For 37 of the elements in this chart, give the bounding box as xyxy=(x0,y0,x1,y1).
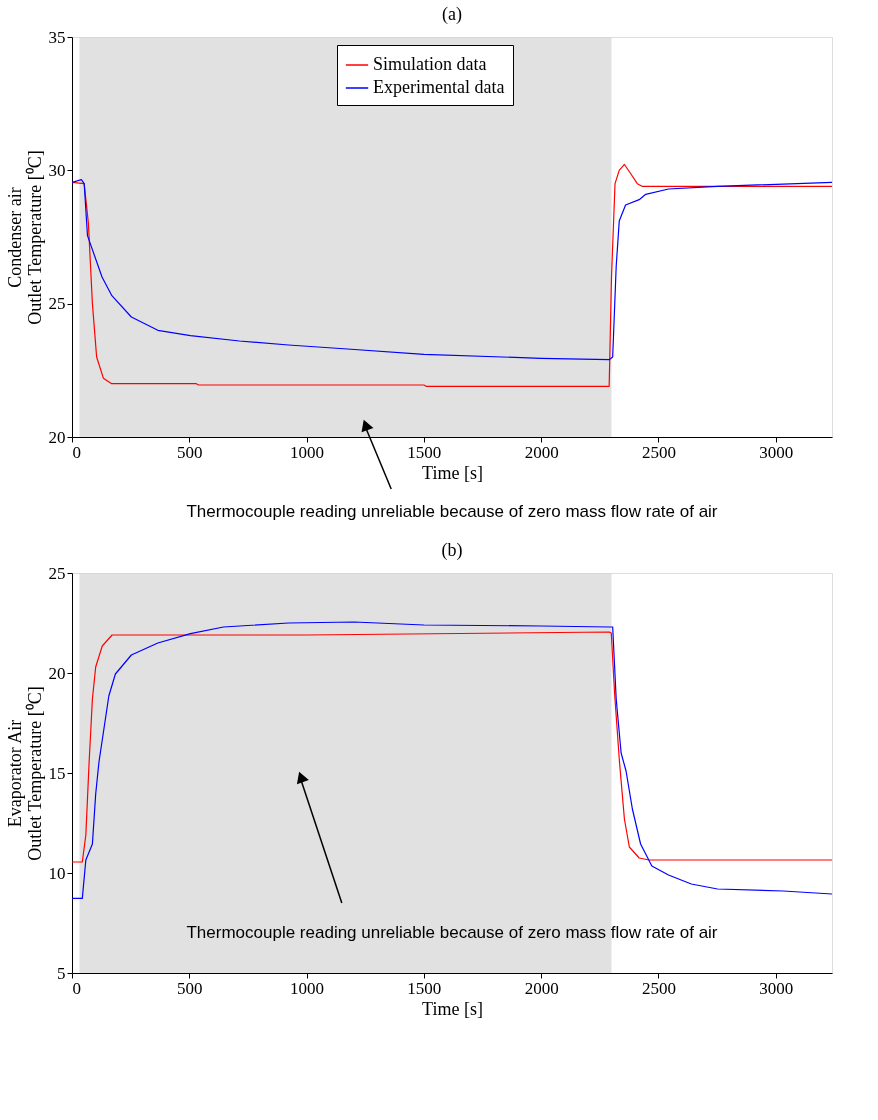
y-tick-label: 20 xyxy=(48,663,66,683)
x-tick-label: 1500 xyxy=(407,978,442,998)
legend-label: Experimental data xyxy=(373,77,505,97)
chart-title: (a) xyxy=(442,4,462,25)
y-tick-label: 15 xyxy=(48,763,66,783)
y-tick-label: 25 xyxy=(48,294,66,314)
text: Thermocouple reading unreliable because of zero mass flow rate of air xyxy=(186,502,718,521)
x-tick-label: 1000 xyxy=(290,442,325,462)
y-axis-title: Evaporator Air Outlet Temperature [⁰C] xyxy=(4,686,45,861)
chart-title: (b) xyxy=(441,540,463,561)
annotation: Thermocouple reading unreliable because of zero mass flow rate of air xyxy=(186,923,718,942)
x-tick-label: 0 xyxy=(72,442,81,462)
x-tick-label: 2500 xyxy=(641,442,676,462)
x-tick-label: 2000 xyxy=(524,442,559,462)
x-axis-title: Time [s] xyxy=(422,998,483,1019)
y-tick-label: 10 xyxy=(48,863,66,883)
y-tick-label: 5 xyxy=(57,963,66,983)
x-axis-title: Time [s] xyxy=(422,462,483,483)
line-series xyxy=(72,163,832,387)
x-tick-label: 500 xyxy=(177,442,203,462)
x-tick-label: 1500 xyxy=(407,442,442,462)
x-tick-label: 2000 xyxy=(524,978,559,998)
y-tick-label: 35 xyxy=(48,27,66,47)
y-tick-label: 25 xyxy=(48,563,66,583)
x-tick-label: 2500 xyxy=(641,978,676,998)
line-series xyxy=(72,621,832,899)
legend-label: Simulation data xyxy=(373,54,487,74)
x-tick-label: 3000 xyxy=(759,978,794,998)
x-tick-label: 0 xyxy=(72,978,81,998)
x-tick-label: 3000 xyxy=(759,442,794,462)
y-axis-title: Condenser air Outlet Temperature [⁰C] xyxy=(4,150,45,325)
y-tick-label: 20 xyxy=(48,427,66,447)
x-tick-label: 500 xyxy=(177,978,203,998)
y-tick-label: 30 xyxy=(48,160,66,180)
line-series xyxy=(72,631,832,863)
line-series xyxy=(72,179,832,361)
x-tick-label: 1000 xyxy=(290,978,325,998)
